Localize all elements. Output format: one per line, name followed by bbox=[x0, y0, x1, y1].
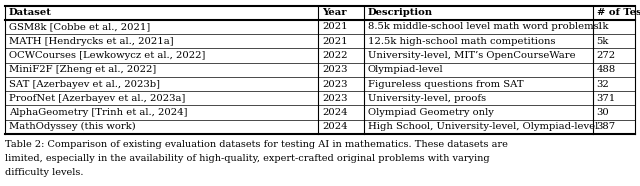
Text: 30: 30 bbox=[596, 108, 609, 117]
Text: GSM8k [Cobbe et al., 2021]: GSM8k [Cobbe et al., 2021] bbox=[9, 23, 150, 31]
Text: 488: 488 bbox=[596, 65, 616, 74]
Text: MATH [Hendrycks et al., 2021a]: MATH [Hendrycks et al., 2021a] bbox=[9, 37, 173, 46]
Text: Description: Description bbox=[368, 8, 433, 17]
Text: 2022: 2022 bbox=[322, 51, 348, 60]
Text: 8.5k middle-school level math word problems: 8.5k middle-school level math word probl… bbox=[368, 23, 598, 31]
Text: 2021: 2021 bbox=[322, 37, 348, 46]
Text: AlphaGeometry [Trinh et al., 2024]: AlphaGeometry [Trinh et al., 2024] bbox=[9, 108, 188, 117]
Text: Table 2: Comparison of existing evaluation datasets for testing AI in mathematic: Table 2: Comparison of existing evaluati… bbox=[5, 140, 508, 149]
Text: # of Test: # of Test bbox=[596, 8, 640, 17]
Text: 1k: 1k bbox=[596, 23, 609, 31]
Text: University-level, MIT’s OpenCourseWare: University-level, MIT’s OpenCourseWare bbox=[368, 51, 575, 60]
Text: 2024: 2024 bbox=[322, 108, 348, 117]
Text: 2021: 2021 bbox=[322, 23, 348, 31]
Text: Olympiad-level: Olympiad-level bbox=[368, 65, 444, 74]
Text: Figureless questions from SAT: Figureless questions from SAT bbox=[368, 79, 524, 89]
Text: SAT [Azerbayev et al., 2023b]: SAT [Azerbayev et al., 2023b] bbox=[9, 79, 160, 89]
Text: Year: Year bbox=[322, 8, 347, 17]
Text: Dataset: Dataset bbox=[9, 8, 52, 17]
Text: OCWCourses [Lewkowycz et al., 2022]: OCWCourses [Lewkowycz et al., 2022] bbox=[9, 51, 205, 60]
Text: 2023: 2023 bbox=[322, 79, 348, 89]
Text: difficulty levels.: difficulty levels. bbox=[5, 168, 84, 177]
Text: 2023: 2023 bbox=[322, 94, 348, 103]
Text: 32: 32 bbox=[596, 79, 609, 89]
Text: MiniF2F [Zheng et al., 2022]: MiniF2F [Zheng et al., 2022] bbox=[9, 65, 156, 74]
Text: University-level, proofs: University-level, proofs bbox=[368, 94, 486, 103]
Text: 2023: 2023 bbox=[322, 65, 348, 74]
Text: limited, especially in the availability of high-quality, expert-crafted original: limited, especially in the availability … bbox=[5, 154, 490, 163]
Text: 12.5k high-school math competitions: 12.5k high-school math competitions bbox=[368, 37, 556, 46]
Text: High School, University-level, Olympiad-level: High School, University-level, Olympiad-… bbox=[368, 122, 598, 131]
Text: Olympiad Geometry only: Olympiad Geometry only bbox=[368, 108, 494, 117]
Text: MathOdyssey (this work): MathOdyssey (this work) bbox=[9, 122, 136, 131]
Text: 272: 272 bbox=[596, 51, 616, 60]
Text: 371: 371 bbox=[596, 94, 616, 103]
Text: 387: 387 bbox=[596, 122, 616, 131]
Text: 5k: 5k bbox=[596, 37, 609, 46]
Text: ProofNet [Azerbayev et al., 2023a]: ProofNet [Azerbayev et al., 2023a] bbox=[9, 94, 186, 103]
Text: 2024: 2024 bbox=[322, 122, 348, 131]
